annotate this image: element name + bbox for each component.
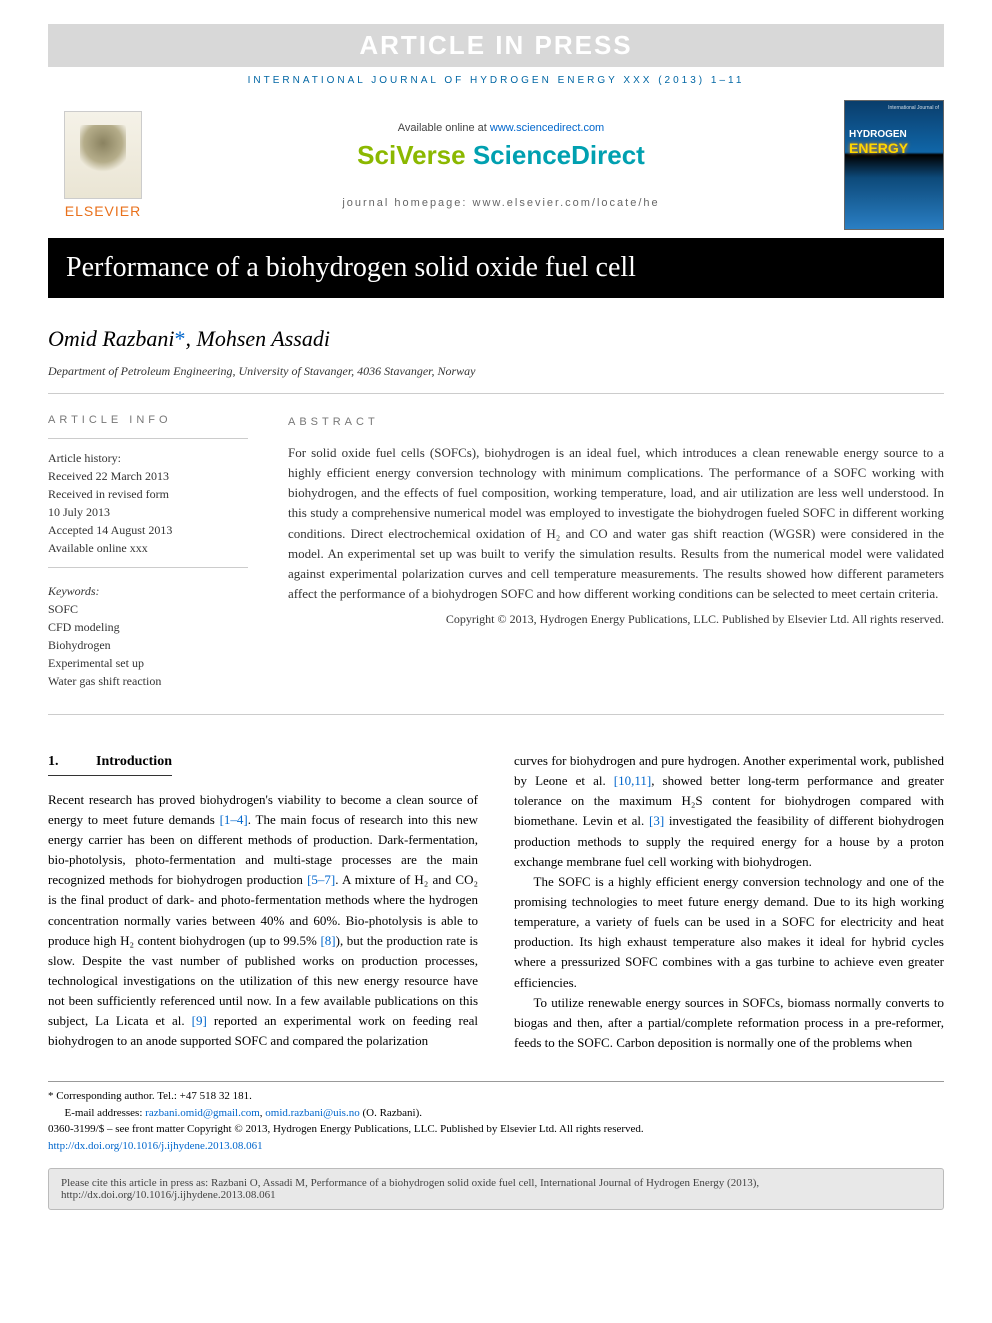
footer-block: * Corresponding author. Tel.: +47 518 32…: [48, 1081, 944, 1154]
article-title: Performance of a biohydrogen solid oxide…: [48, 238, 944, 298]
keyword-3: Biohydrogen: [48, 636, 248, 654]
affiliation: Department of Petroleum Engineering, Uni…: [48, 364, 944, 394]
journal-homepage-line: journal homepage: www.elsevier.com/locat…: [158, 197, 844, 209]
corr-tel: Tel.: +47 518 32 181.: [155, 1090, 252, 1102]
journal-cover-thumbnail: International Journal of HYDROGEN ENERGY: [844, 100, 944, 230]
cite-this-article-box: Please cite this article in press as: Ra…: [48, 1168, 944, 1210]
body-columns: 1.Introduction Recent research has prove…: [48, 751, 944, 1053]
issn-copyright-line: 0360-3199/$ – see front matter Copyright…: [48, 1121, 944, 1138]
ref-link-5-7[interactable]: [5–7]: [307, 872, 335, 887]
ref-link-3[interactable]: [3]: [649, 813, 664, 828]
sciencedirect-link[interactable]: www.sciencedirect.com: [490, 122, 604, 134]
intro-para-1-cont: curves for biohydrogen and pure hydrogen…: [514, 751, 944, 872]
email-link-1[interactable]: razbani.omid@gmail.com: [145, 1107, 260, 1119]
keyword-4: Experimental set up: [48, 654, 248, 672]
online-date: Available online xxx: [48, 539, 248, 557]
cover-energy-text: ENERGY: [849, 140, 939, 156]
keywords-block: Keywords: SOFC CFD modeling Biohydrogen …: [48, 582, 248, 690]
body-column-right: curves for biohydrogen and pure hydrogen…: [514, 751, 944, 1053]
author-2: Mohsen Assadi: [197, 326, 330, 351]
elsevier-tree-icon: [64, 111, 142, 199]
history-label: Article history:: [48, 449, 248, 467]
article-in-press-banner: ARTICLE IN PRESS: [48, 24, 944, 67]
keyword-2: CFD modeling: [48, 618, 248, 636]
sciencedirect-logo: SciVerse ScienceDirect: [158, 140, 844, 171]
ref-link-10-11[interactable]: [10,11]: [614, 773, 651, 788]
author-1: Omid Razbani: [48, 326, 175, 351]
keyword-5: Water gas shift reaction: [48, 672, 248, 690]
article-info-block: ARTICLE INFO Article history: Received 2…: [48, 414, 248, 690]
corresponding-author-line: * Corresponding author. Tel.: +47 518 32…: [48, 1088, 944, 1105]
cover-mid-text: HYDROGEN: [849, 129, 939, 140]
section-number: 1.: [48, 751, 96, 773]
section-1-heading: 1.Introduction: [48, 751, 172, 776]
intro-para-1: Recent research has proved biohydrogen's…: [48, 790, 478, 1052]
sd-logo-right: ScienceDirect: [473, 140, 645, 170]
article-info-label: ARTICLE INFO: [48, 414, 248, 426]
header-center: Available online at www.sciencedirect.co…: [158, 122, 844, 209]
ref-link-9[interactable]: [9]: [192, 1013, 207, 1028]
email-link-2[interactable]: omid.razbani@uis.no: [265, 1107, 359, 1119]
corr-label: * Corresponding author.: [48, 1090, 155, 1102]
sd-logo-left: SciVerse: [357, 140, 473, 170]
header-row: ELSEVIER Available online at www.science…: [48, 100, 944, 230]
journal-header-line: INTERNATIONAL JOURNAL OF HYDROGEN ENERGY…: [48, 75, 944, 86]
revised-line1: Received in revised form: [48, 485, 248, 503]
corresponding-star-icon: *: [175, 326, 186, 351]
received-date: Received 22 March 2013: [48, 467, 248, 485]
email-name: (O. Razbani).: [360, 1107, 422, 1119]
elsevier-logo: ELSEVIER: [48, 111, 158, 219]
article-history: Article history: Received 22 March 2013 …: [48, 438, 248, 568]
available-text: Available online at: [398, 122, 490, 134]
abstract-copyright: Copyright © 2013, Hydrogen Energy Public…: [288, 610, 944, 629]
elsevier-text: ELSEVIER: [48, 203, 158, 219]
authors-line: Omid Razbani*, Mohsen Assadi: [48, 326, 944, 352]
revised-line2: 10 July 2013: [48, 503, 248, 521]
available-online-line: Available online at www.sciencedirect.co…: [158, 122, 844, 134]
abstract-label: ABSTRACT: [288, 414, 944, 431]
abstract-text: For solid oxide fuel cells (SOFCs), bioh…: [288, 443, 944, 604]
abstract-block: ABSTRACT For solid oxide fuel cells (SOF…: [288, 414, 944, 690]
info-abstract-row: ARTICLE INFO Article history: Received 2…: [48, 414, 944, 715]
keyword-1: SOFC: [48, 600, 248, 618]
body-column-left: 1.Introduction Recent research has prove…: [48, 751, 478, 1053]
section-title: Introduction: [96, 754, 172, 769]
doi-link[interactable]: http://dx.doi.org/10.1016/j.ijhydene.201…: [48, 1140, 263, 1152]
intro-para-3: To utilize renewable energy sources in S…: [514, 993, 944, 1053]
ref-link-8[interactable]: [8]: [320, 933, 335, 948]
keywords-label: Keywords:: [48, 582, 248, 600]
email-line: E-mail addresses: razbani.omid@gmail.com…: [48, 1105, 944, 1122]
ref-link-1-4[interactable]: [1–4]: [220, 812, 248, 827]
intro-para-2: The SOFC is a highly efficient energy co…: [514, 872, 944, 993]
email-label: E-mail addresses:: [65, 1107, 146, 1119]
accepted-date: Accepted 14 August 2013: [48, 521, 248, 539]
cover-top-text: International Journal of: [849, 105, 939, 111]
